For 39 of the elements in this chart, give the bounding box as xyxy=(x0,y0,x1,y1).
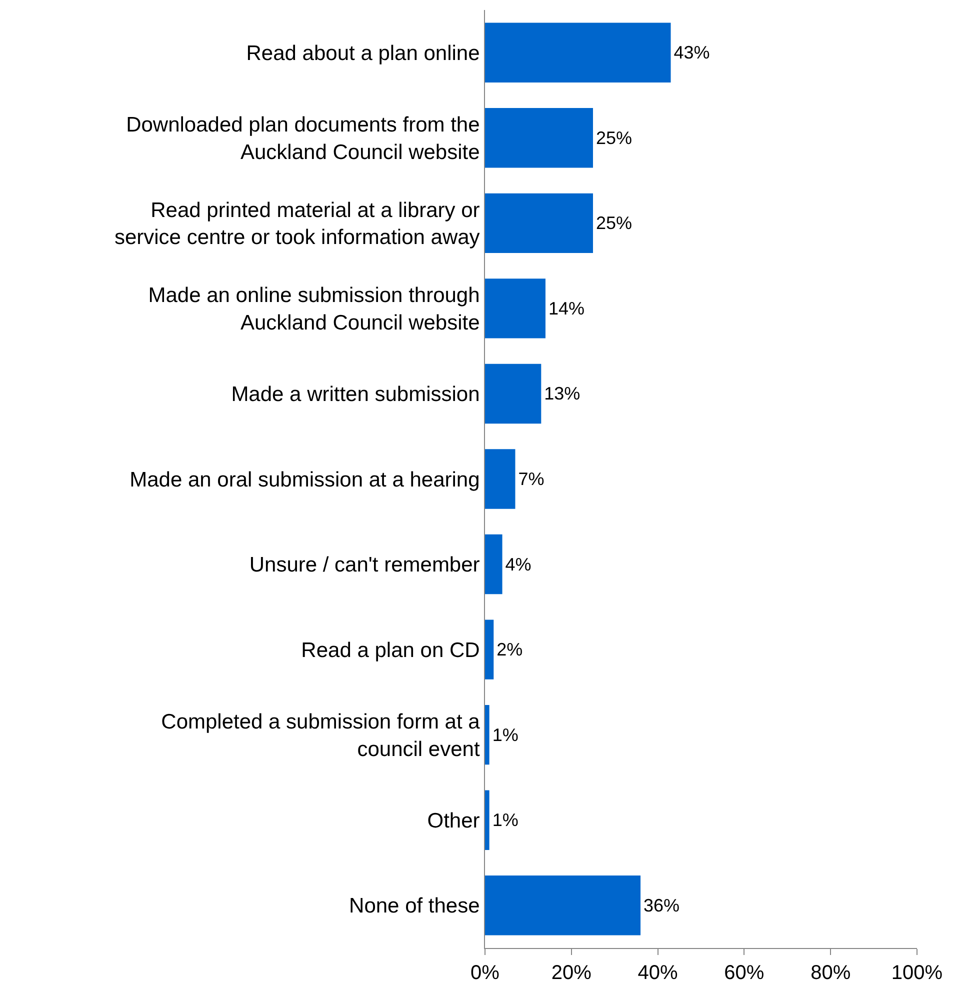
x-tick-label: 100% xyxy=(891,962,943,984)
x-tick-label: 40% xyxy=(638,962,678,984)
bar xyxy=(485,193,593,254)
y-tick-label: Made an online submission through Auckland Council website xyxy=(148,284,480,334)
data-label: 25% xyxy=(596,128,632,148)
data-label: 14% xyxy=(548,298,585,318)
bar xyxy=(485,534,502,594)
bar xyxy=(485,620,494,680)
y-tick-label: Made a written submission xyxy=(231,383,480,406)
y-tick-label: Made an oral submission at a hearing xyxy=(130,468,480,492)
x-tick-label: 20% xyxy=(551,962,592,984)
y-tick-label: Downloaded plan documents from the Auckland Council website xyxy=(126,114,480,164)
y-tick-label: Read printed material at a library or service centre or took information away xyxy=(114,198,480,250)
data-label: 25% xyxy=(596,213,632,234)
bar xyxy=(485,364,542,424)
y-tick-label: Other xyxy=(427,809,480,832)
y-tick-label: Read a plan on CD xyxy=(301,638,480,662)
data-label: 1% xyxy=(492,724,518,745)
y-tick-label: Unsure / can't remember xyxy=(249,554,480,577)
data-label: 2% xyxy=(496,640,523,660)
data-label: 4% xyxy=(505,554,532,574)
data-label: 13% xyxy=(544,384,580,404)
y-tick-label: None of these xyxy=(349,894,480,918)
bar xyxy=(485,22,671,82)
x-tick-label: 60% xyxy=(724,962,764,984)
bar xyxy=(485,790,490,850)
bar xyxy=(485,704,490,765)
y-tick-label: Completed a submission form at a council event xyxy=(161,710,480,761)
x-tick-label: 0% xyxy=(470,962,500,984)
data-label: 1% xyxy=(492,810,518,830)
bar xyxy=(485,449,516,509)
bar xyxy=(485,278,546,338)
bar xyxy=(485,876,641,936)
y-tick-label: Read about a plan online xyxy=(246,42,480,65)
bar xyxy=(485,108,593,168)
data-label: 7% xyxy=(518,469,544,489)
data-label: 43% xyxy=(674,42,710,63)
data-label: 36% xyxy=(644,895,680,916)
x-tick-label: 80% xyxy=(810,962,851,984)
